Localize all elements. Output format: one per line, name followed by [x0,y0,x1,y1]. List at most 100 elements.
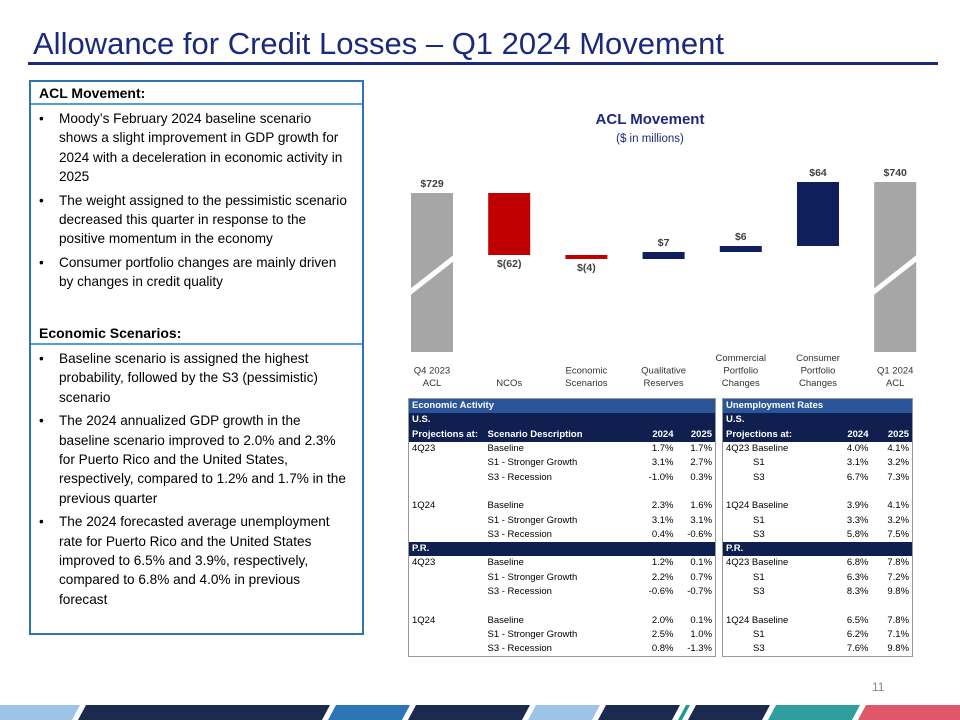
value-label: $6 [735,231,747,243]
cell-value: 6.2% [846,628,869,640]
spacer-row [723,599,913,613]
period-empty [409,642,485,657]
row-label: S1 - Stronger Growth [487,514,578,526]
category-label: Q4 2023 [414,366,450,377]
row-label: S1 - Stronger Growth [487,571,578,583]
data-row: S3 - Recession -0.6% -0.7% [409,585,716,599]
data-row: S1 - Stronger Growth 3.1% 3.1% [409,513,716,527]
data-row: S3 8.3% 9.8% [723,585,913,599]
cell-value: 3.9% [846,500,869,512]
section-row: U.S. [722,413,913,428]
data-row: S1 6.2% 7.1% [723,628,913,642]
category-label: Scenarios [565,378,607,389]
spacer [409,599,716,613]
section-row: P.R. [722,541,913,557]
column-header: 2025 [676,427,716,442]
cell-value: 1.2% [651,557,674,569]
category-label: Economic [566,366,608,377]
bullet: The 2024 forecasted average unemployment… [39,512,350,609]
cell-value: 0.1% [690,557,713,569]
data-row: S3 7.6% 9.8% [723,642,913,657]
cell-value: 1.7% [690,443,713,455]
row-label: S1 [753,571,765,583]
column-header: Projections at: [722,427,820,442]
cell-value: -0.7% [687,586,713,597]
data-row: S1 - Stronger Growth 2.5% 1.0% [409,628,716,642]
section-row: P.R. [408,541,716,557]
value-label: $64 [809,167,827,179]
data-row: 4Q23 Baseline 6.8% 7.8% [723,556,913,570]
summary-panel: ACL Movement: Moody’s February 2024 basel… [29,80,364,635]
row-label: S1 - Stronger Growth [487,628,578,640]
data-row: 4Q23 Baseline 1.7% 1.7% [409,442,716,456]
cell-value: 2.7% [690,457,713,469]
cell-value: 3.1% [651,514,674,526]
title-row: Economic Activity [408,398,716,414]
column-header: 2024 [630,427,677,442]
cell-value: 5.8% [846,528,869,540]
data-row: 4Q23 Baseline 4.0% 4.1% [723,442,913,456]
cell-value: 0.3% [690,471,713,483]
data-table: Unemployment Rates U.S. Projections at: 202… [722,398,914,658]
data-row: 1Q24 Baseline 6.5% 7.8% [723,613,913,627]
section-name: P.R. [408,541,716,557]
cell-value: 7.5% [887,528,910,540]
change-bar [719,246,762,252]
cell-value: 2.2% [651,571,674,583]
cell-value: 7.3% [887,471,910,483]
cell-value: 7.8% [887,557,910,569]
cell-value: 4.0% [846,443,869,455]
cell-value: 7.6% [846,643,869,655]
bullet: The 2024 annualized GDP growth in the ba… [39,411,350,508]
category-label: Q1 2024 [877,366,913,377]
period-empty [409,470,485,484]
cell-value: 4.1% [887,500,910,512]
value-label: $(62) [497,258,522,270]
category-label: Portfolio [801,366,836,377]
category-label: Changes [722,378,760,389]
cell-value: 6.7% [846,471,869,483]
data-row: S1 3.3% 3.2% [723,513,913,527]
row-label: S3 [753,586,765,597]
value-label: $729 [420,178,444,190]
category-label: ACL [423,378,441,389]
bullet-list: Moody’s February 2024 baseline scenario … [31,109,362,292]
spacer [409,485,716,499]
period: 1Q24 [412,500,436,512]
row-label: S1 [753,514,765,526]
footer-stripe [0,705,960,720]
data-row: 4Q23 Baseline 1.2% 0.1% [409,556,716,570]
cell-value: 0.7% [690,571,713,583]
cell-value: 0.1% [690,614,713,626]
period-empty [409,456,485,470]
summary-section: Economic Scenarios: Baseline scenario is … [31,322,362,613]
data-row: S3 - Recession 0.8% -1.3% [409,642,716,657]
spacer [723,599,913,613]
title-row: Unemployment Rates [722,398,913,414]
period: 4Q23 [412,557,436,569]
period-empty [409,513,485,527]
section-name: P.R. [722,541,913,557]
cell-value: 6.8% [846,557,869,569]
data-row: S1 3.1% 3.2% [723,456,913,470]
chart-title: ACL Movement [596,111,705,128]
period: 1Q24 [412,614,436,626]
spacer-row [409,599,716,613]
row-label: S1 - Stronger Growth [487,457,578,469]
row-label: 1Q24 Baseline [726,500,789,512]
data-row: S1 6.3% 7.2% [723,571,913,585]
row-label: S1 [753,457,765,469]
period-empty [409,528,485,542]
chart-subtitle: ($ in millions) [616,133,684,145]
row-label: S3 [753,528,765,540]
page-number: 11 [872,680,885,694]
section-heading: ACL Movement: [31,82,362,105]
cell-value: 0.4% [651,528,674,540]
cell-value: 9.8% [887,643,910,655]
title-rule [28,62,938,65]
cell-value: 1.7% [651,443,674,455]
data-row: S1 - Stronger Growth 3.1% 2.7% [409,456,716,470]
section-row: U.S. [408,413,716,428]
section-name: U.S. [722,413,913,428]
section-heading: Economic Scenarios: [31,322,362,345]
